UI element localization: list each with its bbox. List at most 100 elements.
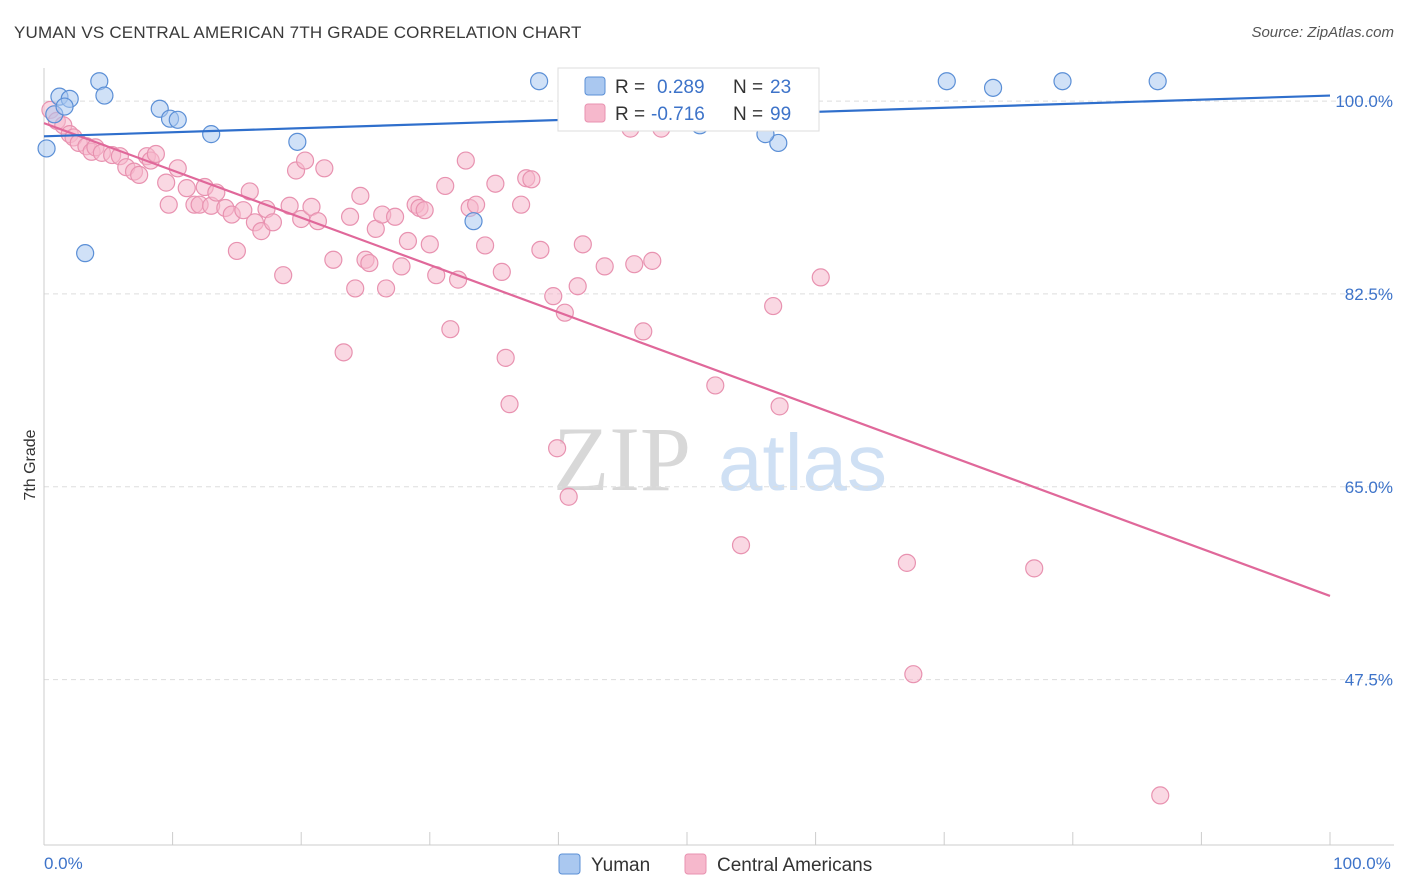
central-point-94 xyxy=(811,268,830,287)
source-label: Source: ZipAtlas.com xyxy=(1251,24,1394,41)
yuman-point-13 xyxy=(530,72,549,91)
central-point-92 xyxy=(764,296,783,316)
yuman-point-19 xyxy=(983,78,1003,97)
central-point-71 xyxy=(496,348,515,367)
x-tick-label-1: 100.0% xyxy=(1333,854,1391,873)
central-point-21 xyxy=(177,179,196,198)
central-point-91 xyxy=(731,536,751,555)
central-point-60 xyxy=(420,235,439,254)
central-americans-points xyxy=(41,78,1170,805)
yuman-point-10 xyxy=(202,125,221,144)
watermark-atlas: atlas xyxy=(718,418,887,507)
central-point-31 xyxy=(240,182,259,201)
central-point-72 xyxy=(500,395,519,414)
legend-r-value-2: -0.716 xyxy=(651,104,705,125)
correlation-legend: R = 0.289 N = 23 R = -0.716 N = 99 xyxy=(557,67,820,132)
central-point-97 xyxy=(1025,559,1044,578)
yuman-point-9 xyxy=(168,110,187,129)
central-point-54 xyxy=(385,207,405,226)
central-point-35 xyxy=(263,213,283,232)
legend-central-label: Central Americans xyxy=(717,855,872,876)
central-trend-line xyxy=(43,122,1331,597)
y-tick-label-0: 100.0% xyxy=(1335,92,1393,111)
central-point-73 xyxy=(512,195,531,214)
central-point-55 xyxy=(392,257,411,276)
central-point-43 xyxy=(315,159,334,178)
central-point-63 xyxy=(441,320,460,339)
x-ticks xyxy=(43,832,1331,845)
central-point-46 xyxy=(340,207,360,226)
legend-yuman-swatch xyxy=(558,853,581,875)
yuman-point-21 xyxy=(1148,72,1167,91)
central-point-70 xyxy=(492,262,511,281)
central-point-18 xyxy=(157,173,176,192)
central-point-90 xyxy=(706,376,725,395)
central-point-19 xyxy=(159,195,178,214)
central-point-87 xyxy=(643,251,662,270)
legend-central-swatch xyxy=(684,853,707,875)
legend-yuman-label: Yuman xyxy=(591,855,650,876)
yuman-point-16 xyxy=(769,133,788,153)
central-point-40 xyxy=(295,151,315,170)
legend-r-label-1: R = xyxy=(615,77,645,98)
yuman-point-6 xyxy=(95,86,114,105)
y-tick-label-2: 65.0% xyxy=(1345,478,1393,497)
central-point-47 xyxy=(346,279,365,298)
central-point-29 xyxy=(227,241,246,261)
central-point-17 xyxy=(146,144,165,164)
central-point-65 xyxy=(456,151,475,170)
series-legend: Yuman Central Americans xyxy=(558,853,872,876)
central-point-96 xyxy=(904,665,923,684)
legend-r-value-1: 0.289 xyxy=(657,77,705,98)
yuman-point-12 xyxy=(464,212,483,231)
central-point-75 xyxy=(522,170,541,189)
central-point-67 xyxy=(466,195,486,214)
yuman-point-11 xyxy=(288,132,307,151)
central-point-69 xyxy=(486,174,505,193)
yuman-point-0 xyxy=(37,139,56,158)
central-point-59 xyxy=(415,201,434,220)
chart-title: YUMAN VS CENTRAL AMERICAN 7TH GRADE CORR… xyxy=(14,23,582,42)
central-point-95 xyxy=(897,553,917,572)
central-point-14 xyxy=(130,165,149,185)
central-point-86 xyxy=(634,322,653,341)
y-tick-label-1: 82.5% xyxy=(1345,285,1393,304)
central-point-93 xyxy=(770,397,789,416)
central-point-78 xyxy=(548,439,567,458)
legend-n-value-1: 23 xyxy=(770,77,791,98)
trend-lines xyxy=(43,94,1331,597)
legend-n-label-2: N = xyxy=(733,104,763,125)
central-point-68 xyxy=(475,236,495,255)
central-point-83 xyxy=(595,257,614,276)
central-point-30 xyxy=(234,201,253,220)
central-point-45 xyxy=(334,343,353,362)
central-point-77 xyxy=(544,287,563,306)
x-tick-label-0: 0.0% xyxy=(44,854,83,873)
central-point-44 xyxy=(324,250,343,269)
legend-n-label-1: N = xyxy=(733,77,763,98)
central-point-50 xyxy=(360,253,379,273)
axes xyxy=(43,68,1394,846)
central-point-48 xyxy=(351,186,370,205)
legend-n-value-2: 99 xyxy=(770,104,791,125)
yuman-point-22 xyxy=(76,244,95,263)
central-point-81 xyxy=(568,277,587,296)
x-tick-labels: 0.0% 100.0% xyxy=(44,854,1391,873)
central-point-53 xyxy=(376,279,396,298)
y-axis-label: 7th Grade xyxy=(22,429,39,500)
yuman-point-20 xyxy=(1053,72,1072,91)
y-tick-label-3: 47.5% xyxy=(1345,671,1393,690)
central-point-98 xyxy=(1151,786,1170,805)
yuman-point-18 xyxy=(937,72,956,91)
legend-swatch-yuman xyxy=(584,76,606,96)
legend-swatch-central xyxy=(584,103,606,123)
y-tick-labels: 100.0% 82.5% 65.0% 47.5% xyxy=(1335,92,1393,690)
central-point-36 xyxy=(274,266,293,285)
central-point-62 xyxy=(436,176,455,196)
yuman-point-4 xyxy=(55,97,74,116)
central-point-85 xyxy=(625,255,644,274)
central-point-82 xyxy=(573,235,592,254)
central-point-56 xyxy=(398,231,418,251)
central-point-80 xyxy=(559,487,578,506)
